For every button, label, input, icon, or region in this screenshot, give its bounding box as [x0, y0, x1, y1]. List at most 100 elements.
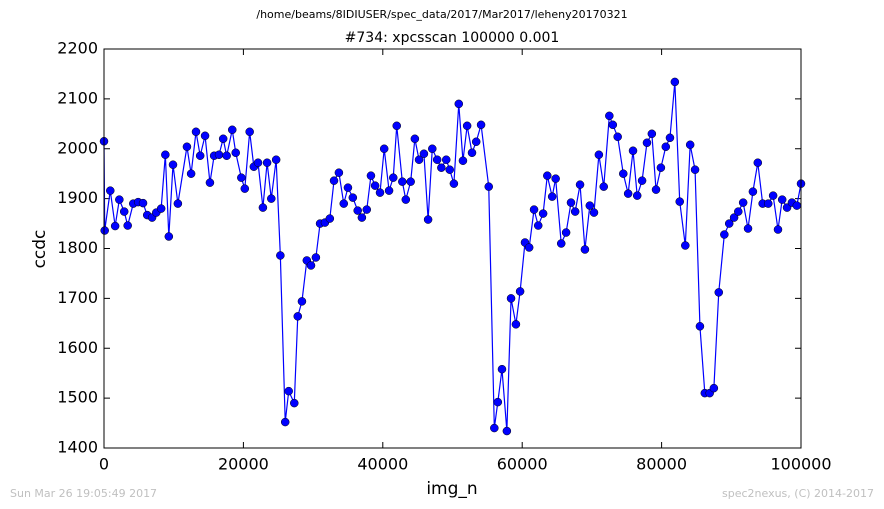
y-axis-label: ccdc	[30, 230, 50, 269]
data-point	[423, 215, 433, 224]
data-point	[533, 221, 543, 230]
data-point	[339, 199, 349, 208]
data-point	[768, 191, 778, 200]
data-point	[182, 142, 192, 152]
data-point	[585, 201, 595, 210]
data-point	[647, 129, 657, 139]
plot-frame	[103, 48, 802, 449]
data-point	[543, 171, 552, 180]
data-point	[502, 426, 512, 436]
data-point	[773, 225, 783, 234]
data-point	[110, 221, 120, 231]
data-point	[311, 253, 321, 262]
data-point	[293, 312, 303, 321]
data-point	[379, 144, 389, 153]
x-axis-label: img_n	[426, 479, 477, 499]
data-point	[218, 134, 228, 144]
data-point	[280, 417, 290, 427]
data-point	[763, 199, 773, 208]
data-point	[115, 195, 124, 204]
data-point	[729, 213, 739, 222]
data-point	[138, 198, 148, 208]
y-tick-label: 2200	[57, 39, 98, 58]
data-point	[325, 214, 335, 223]
data-point	[161, 150, 170, 159]
data-point	[222, 151, 231, 160]
y-tick-label: 1600	[57, 338, 98, 357]
data-point	[506, 294, 516, 303]
data-point	[623, 189, 633, 198]
data-point	[529, 205, 539, 214]
data-point	[511, 320, 521, 329]
data-point	[681, 241, 690, 250]
y-tick-label: 1700	[57, 288, 98, 307]
data-point	[329, 176, 339, 185]
data-point	[547, 192, 557, 201]
data-point	[231, 148, 240, 157]
data-point	[205, 178, 215, 187]
data-point	[449, 179, 459, 188]
data-point	[414, 155, 424, 164]
data-point	[656, 163, 666, 172]
data-point	[245, 127, 254, 137]
x-tick-label: 0	[99, 455, 109, 474]
data-point	[599, 182, 608, 191]
data-point	[173, 199, 183, 208]
data-point	[714, 288, 724, 297]
data-point	[271, 155, 281, 164]
data-point	[580, 245, 590, 254]
data-point	[720, 230, 729, 239]
x-tick-label: 40000	[357, 455, 408, 474]
data-point	[168, 160, 178, 169]
data-point	[370, 181, 380, 190]
data-point	[195, 151, 205, 160]
data-point	[156, 204, 166, 213]
data-point	[467, 148, 477, 157]
data-point	[515, 287, 525, 296]
data-point	[214, 150, 224, 159]
data-point	[695, 322, 705, 331]
data-point	[685, 140, 695, 150]
data-point	[556, 239, 566, 248]
data-point	[428, 144, 437, 153]
data-point	[375, 188, 385, 197]
data-point	[605, 111, 614, 121]
chart-title: #734: xpcsscan 100000 0.001	[345, 30, 560, 46]
data-point	[343, 183, 353, 192]
data-point	[290, 398, 299, 408]
data-point	[628, 146, 638, 155]
data-point	[608, 120, 618, 130]
data-point	[753, 158, 763, 167]
data-point	[262, 158, 272, 167]
data-point	[123, 221, 132, 230]
data-point	[362, 205, 372, 214]
x-tick-label: 100000	[770, 455, 831, 474]
data-point	[748, 187, 758, 196]
data-point	[237, 173, 246, 182]
data-point	[619, 169, 628, 178]
data-point	[551, 174, 560, 183]
data-point	[561, 228, 571, 237]
data-point	[348, 193, 358, 202]
data-point	[661, 142, 671, 152]
data-point	[240, 184, 250, 193]
data-point	[276, 251, 285, 260]
data-point	[458, 156, 468, 165]
data-point	[406, 177, 415, 186]
footer-date: Sun Mar 26 19:05:49 2017	[10, 487, 157, 500]
data-point	[253, 158, 263, 167]
data-point	[497, 364, 507, 374]
data-point	[384, 186, 394, 195]
data-point	[575, 180, 585, 189]
data-point	[642, 138, 652, 148]
x-tick-label: 60000	[497, 455, 548, 474]
data-point	[258, 203, 268, 212]
data-point	[353, 206, 362, 215]
data-point	[570, 207, 580, 216]
x-tick-label: 80000	[636, 455, 687, 474]
data-point	[366, 171, 376, 180]
data-point	[594, 150, 604, 159]
data-point	[743, 224, 753, 233]
